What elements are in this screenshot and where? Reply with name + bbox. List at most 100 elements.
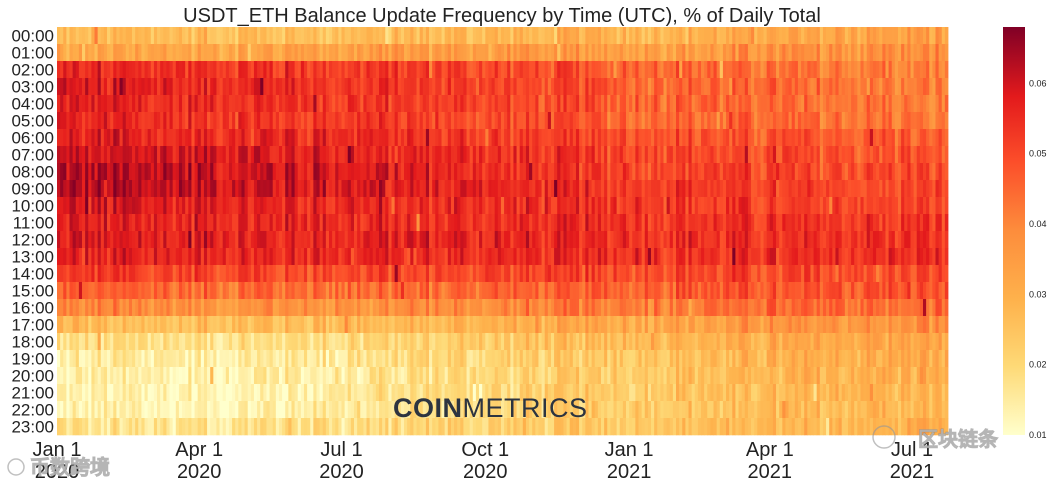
heatmap-cell (841, 163, 846, 181)
heatmap-cell (632, 27, 636, 45)
heatmap-cell (704, 231, 708, 249)
heatmap-cell (354, 316, 358, 334)
heatmap-cell (735, 248, 739, 266)
heatmap-cell (160, 27, 164, 45)
heatmap-cell (238, 316, 242, 334)
heatmap-cell (350, 282, 355, 300)
heatmap-cell (69, 197, 74, 215)
heatmap-cell (550, 282, 555, 300)
heatmap-cell (632, 129, 636, 147)
heatmap-cell (328, 299, 333, 317)
heatmap-cell (907, 197, 911, 215)
heatmap-cell (235, 214, 239, 232)
heatmap-cell (682, 265, 686, 283)
heatmap-cell (604, 197, 608, 215)
heatmap-cell (857, 299, 861, 317)
heatmap-cell (282, 95, 286, 113)
heatmap-cell (244, 78, 249, 96)
heatmap-cell (916, 265, 921, 283)
heatmap-cell (835, 265, 839, 283)
heatmap-cell (763, 248, 768, 266)
heatmap-cell (297, 214, 302, 232)
heatmap-cell (616, 163, 621, 181)
heatmap-cell (232, 44, 236, 62)
heatmap-cell (660, 163, 664, 181)
heatmap-cell (769, 61, 774, 79)
heatmap-cell (469, 316, 474, 334)
heatmap-cell (654, 197, 658, 215)
heatmap-cell (125, 231, 130, 249)
heatmap-cell (654, 180, 658, 198)
heatmap-cell (138, 44, 142, 62)
heatmap-cell (901, 112, 905, 130)
heatmap-cell (507, 146, 511, 164)
heatmap-cell (554, 95, 558, 113)
heatmap-cell (310, 180, 314, 198)
heatmap-cell (754, 282, 758, 300)
heatmap-cell (654, 299, 658, 317)
heatmap-cell (422, 163, 427, 181)
heatmap-cell (491, 248, 496, 266)
heatmap-cell (504, 129, 508, 147)
heatmap-cell (651, 282, 655, 300)
heatmap-cell (735, 78, 739, 96)
heatmap-cell (638, 44, 643, 62)
heatmap-cell (375, 27, 380, 45)
heatmap-cell (135, 129, 139, 147)
heatmap-cell (141, 44, 145, 62)
heatmap-cell (751, 180, 755, 198)
heatmap-cell (307, 163, 311, 181)
heatmap-cell (550, 248, 555, 266)
heatmap-cell (119, 146, 124, 164)
heatmap-cell (66, 180, 70, 198)
heatmap-cell (207, 27, 211, 45)
heatmap-cell (769, 78, 774, 96)
heatmap-cell (157, 27, 161, 45)
heatmap-cell (407, 197, 411, 215)
heatmap-cell (701, 112, 705, 130)
heatmap-cell (860, 214, 864, 232)
heatmap-cell (857, 146, 861, 164)
heatmap-cell (713, 78, 718, 96)
heatmap-cell (372, 78, 377, 96)
heatmap-cell (282, 112, 286, 130)
heatmap-cell (519, 248, 524, 266)
heatmap-cell (579, 248, 583, 266)
heatmap-cell (944, 197, 949, 215)
heatmap-cell (69, 95, 74, 113)
heatmap-cell (128, 78, 133, 96)
heatmap-cell (188, 146, 192, 164)
heatmap-cell (513, 78, 517, 96)
heatmap-cell (666, 299, 671, 317)
heatmap-cell (169, 231, 174, 249)
heatmap-cell (472, 282, 477, 300)
heatmap-cell (916, 163, 921, 181)
heatmap-cell (932, 146, 936, 164)
heatmap-cell (797, 248, 802, 266)
heatmap-cell (385, 197, 389, 215)
heatmap-cell (638, 95, 643, 113)
heatmap-cell (335, 163, 339, 181)
heatmap-cell (866, 214, 871, 232)
heatmap-cell (379, 299, 383, 317)
heatmap-cell (741, 265, 746, 283)
heatmap-cell (569, 163, 574, 181)
heatmap-cell (910, 95, 915, 113)
heatmap-cell (479, 44, 483, 62)
heatmap-cell (801, 197, 805, 215)
heatmap-cell (707, 180, 711, 198)
heatmap-cell (485, 214, 489, 232)
heatmap-cell (507, 27, 511, 45)
heatmap-cell (335, 129, 339, 147)
heatmap-cell (938, 95, 943, 113)
heatmap-cell (447, 61, 452, 79)
heatmap-cell (876, 146, 880, 164)
heatmap-cell (604, 44, 608, 62)
heatmap-cell (241, 231, 245, 249)
heatmap-cell (369, 316, 374, 334)
heatmap-cell (713, 61, 718, 79)
heatmap-cell (604, 112, 608, 130)
heatmap-cell (410, 44, 414, 62)
heatmap-cell (941, 27, 946, 45)
heatmap-cell (363, 180, 367, 198)
